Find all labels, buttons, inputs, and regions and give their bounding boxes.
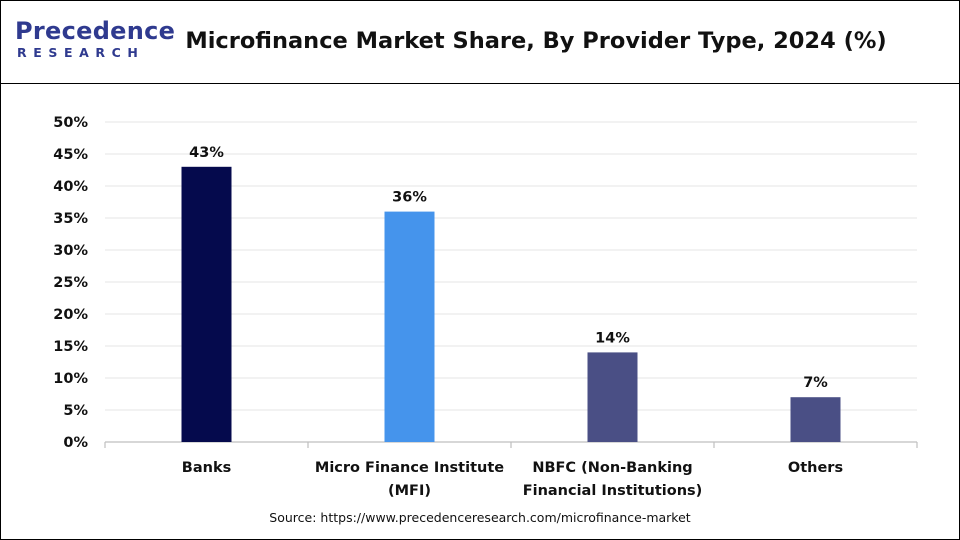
x-tick-label: Micro Finance Institute [315,460,504,476]
y-tick-label: 20% [53,307,88,323]
bar [587,352,638,442]
chart-title: Microfinance Market Share, By Provider T… [185,28,887,54]
bar-chart: 0% 5% 10% 15% 20% 25% 30% 35% 40% 45% 50% 43% Banks 3… [53,115,918,499]
header: Precedence RESEARCH Microfinance Market … [1,1,959,84]
data-label: 14% [595,330,630,346]
y-tick-label: 50% [53,115,88,131]
y-tick-label: 25% [53,275,88,291]
logo-wordmark: Precedence [15,17,176,45]
data-label: 36% [392,190,427,206]
data-label: 43% [189,145,224,161]
logo-subtitle: RESEARCH [17,45,145,60]
bar [181,166,232,443]
bar [384,211,435,442]
axes [104,441,918,448]
x-tick-label: (MFI) [388,483,431,499]
bars [181,166,841,443]
y-tick-label: 5% [63,403,88,419]
y-tick-label: 35% [53,211,88,227]
y-tick-label: 30% [53,243,88,259]
source-note: Source: https://www.precedenceresearch.c… [269,510,691,525]
brand-logo: Precedence RESEARCH [15,17,175,65]
y-tick-label: 10% [53,371,88,387]
x-tick-label: NBFC (Non-Banking [532,460,692,476]
x-tick-label: Others [788,460,843,476]
y-tick-label: 45% [53,147,88,163]
labels: 0% 5% 10% 15% 20% 25% 30% 35% 40% 45% 50% 43% Banks 3… [53,115,843,499]
y-tick-label: 15% [53,339,88,355]
data-label: 7% [803,375,828,391]
y-tick-label: 40% [53,179,88,195]
gridlines [105,121,917,411]
x-tick-label: Banks [182,460,231,476]
y-tick-label: 0% [63,435,88,451]
x-tick-label: Financial Institutions) [523,483,703,499]
bar [790,397,841,442]
